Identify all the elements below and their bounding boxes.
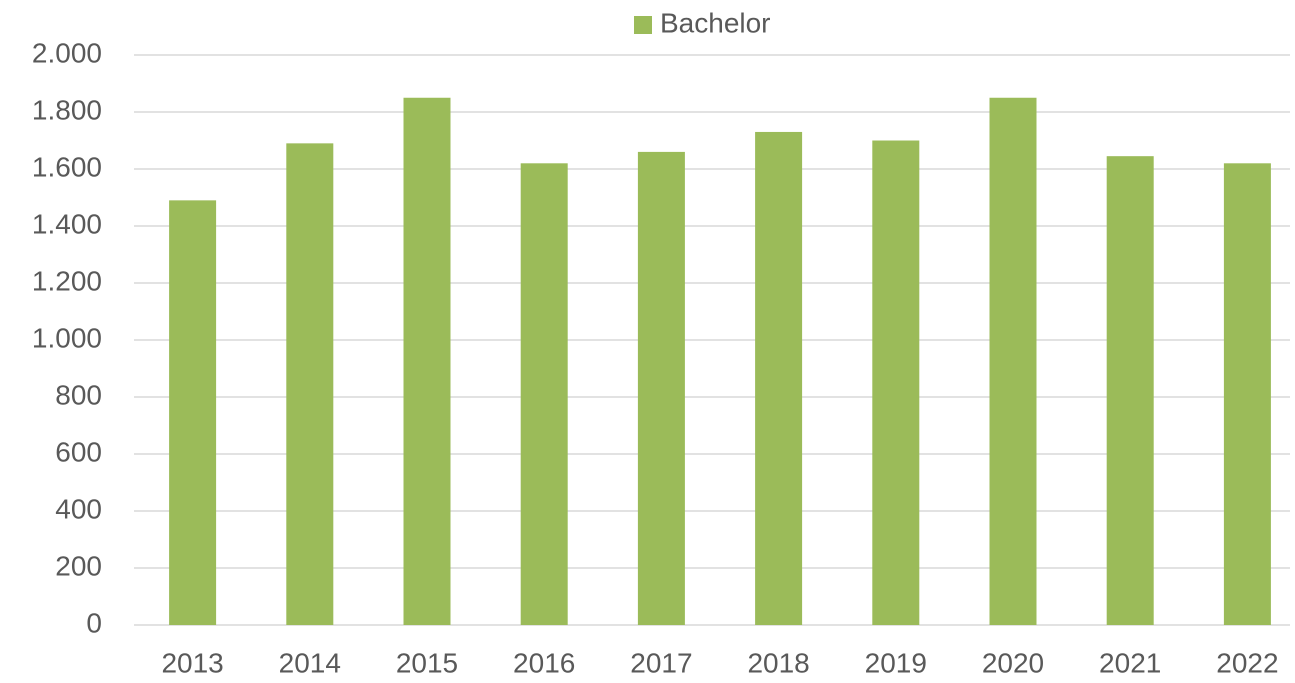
y-tick-label: 600 — [55, 436, 102, 467]
bar — [1223, 163, 1271, 626]
bar — [286, 143, 334, 625]
x-tick-label: 2016 — [513, 647, 575, 678]
y-tick-label: 1.600 — [32, 151, 102, 182]
y-tick-label: 400 — [55, 493, 102, 524]
x-tick-label: 2018 — [747, 647, 809, 678]
legend-swatch — [634, 16, 652, 34]
x-tick-label: 2015 — [396, 647, 458, 678]
bar — [169, 200, 217, 625]
y-tick-label: 1.200 — [32, 265, 102, 296]
y-tick-label: 200 — [55, 550, 102, 581]
y-tick-label: 1.800 — [32, 94, 102, 125]
bar — [1106, 156, 1154, 626]
x-tick-label: 2014 — [279, 647, 341, 678]
y-tick-label: 1.000 — [32, 322, 102, 353]
bar — [872, 140, 920, 625]
y-tick-label: 800 — [55, 379, 102, 410]
x-tick-label: 2022 — [1216, 647, 1278, 678]
x-tick-label: 2020 — [982, 647, 1044, 678]
x-tick-label: 2021 — [1099, 647, 1161, 678]
x-tick-label: 2017 — [630, 647, 692, 678]
x-tick-label: 2019 — [865, 647, 927, 678]
y-tick-label: 1.400 — [32, 208, 102, 239]
bar — [520, 163, 568, 626]
bar — [637, 151, 685, 625]
y-tick-label: 2.000 — [32, 37, 102, 68]
legend-label: Bachelor — [660, 7, 771, 38]
bar — [403, 97, 451, 625]
bar — [989, 97, 1037, 625]
y-tick-label: 0 — [86, 607, 102, 638]
bar — [755, 131, 803, 625]
x-tick-label: 2013 — [161, 647, 223, 678]
